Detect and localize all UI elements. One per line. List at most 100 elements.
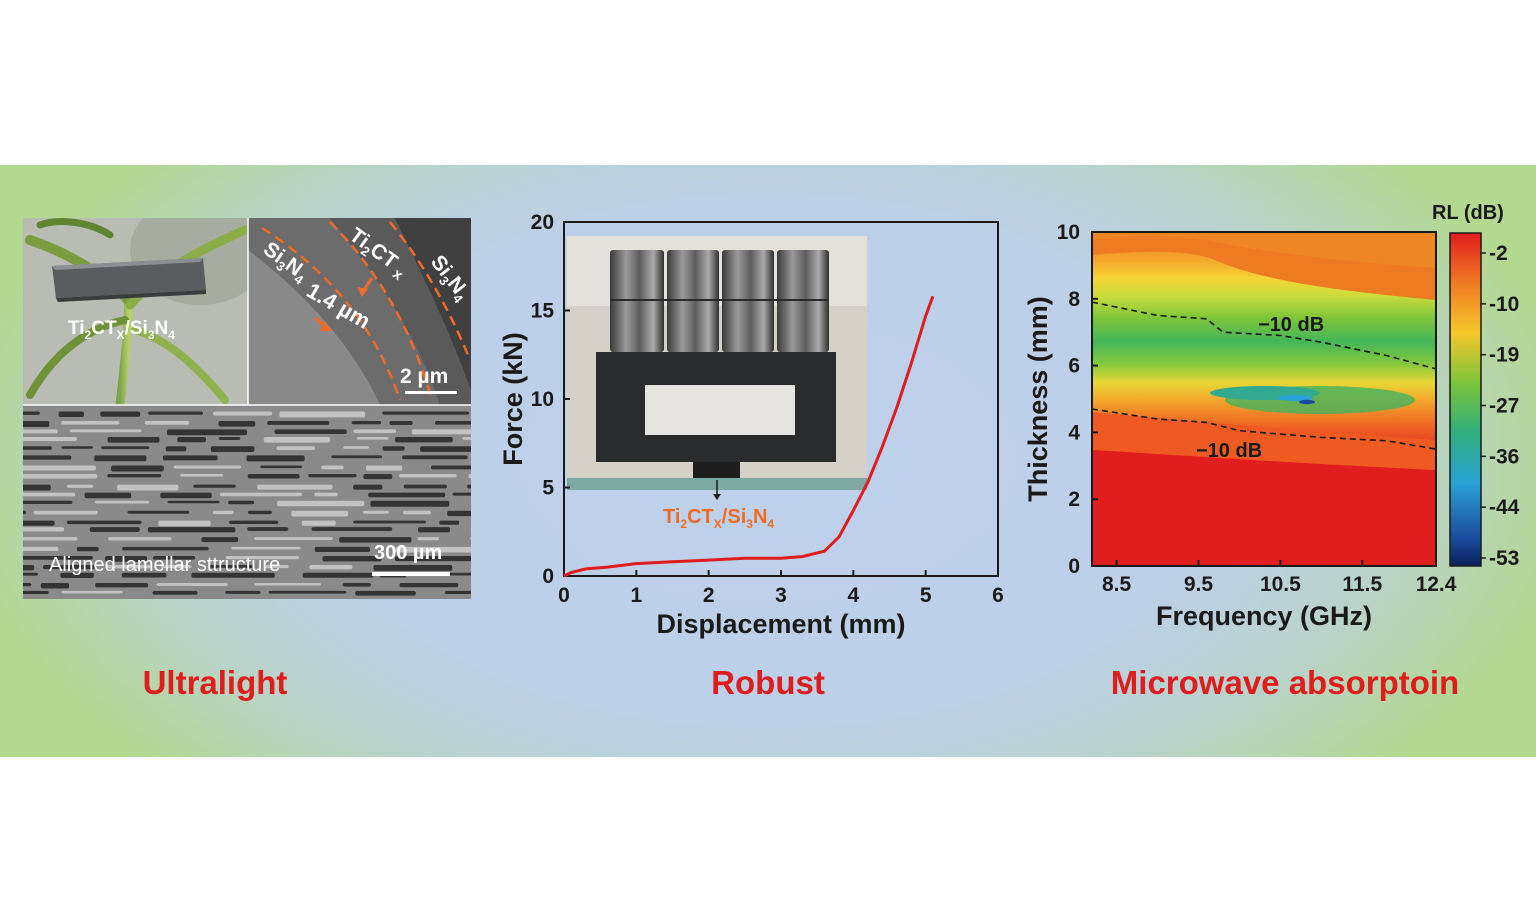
lamella-stripe [23,455,72,460]
lamella-stripe [84,492,132,499]
lamella-stripe [177,601,244,607]
lamella-stripe [382,411,470,415]
robust-title: Robust [711,664,825,701]
interface-line-3 [389,221,471,361]
lamella-stripe [467,484,471,489]
inset-sample-label: Ti2CTX/Si3N4 [663,506,774,531]
lamella-stripe [89,527,140,533]
colorbar-tick-label: -19 [1489,344,1519,367]
lamella-stripe [212,411,273,416]
lamella-stripe [165,446,187,452]
lamella-stripe [306,601,386,605]
lamella-stripe [260,465,303,469]
lamella-stripe [148,411,204,415]
lamella-stripe [58,411,85,418]
contour-label-lower: −10 dB [1196,440,1262,462]
lamella-stripe [363,474,393,480]
lamella-stripe [152,556,196,560]
x-tick-label: 10.5 [1260,573,1301,596]
lamella-stripe [201,537,239,543]
lamella-stripe [395,437,453,443]
arrow-head-top [357,287,368,297]
lamella-stripe [23,492,76,497]
lamella-stripe [69,429,142,433]
lamella-stripe [263,565,289,569]
x-tick-label: 3 [775,584,787,607]
lamella-stripe [23,565,35,571]
lamella-stripe [152,590,198,595]
lamellar-caption: Aligned lamellar sttructure [49,554,280,576]
sample-label: Ti2CTX/Si3N4 [68,318,175,342]
compression-setup-photo: Ti2CTX/Si3N4 [567,236,867,531]
y-tick-label: 8 [1068,288,1080,311]
lamella-stripe [166,429,247,436]
lamella-stripe [167,500,220,504]
lamella-stripe [257,484,333,490]
lamella-stripe [100,411,141,417]
minus10db-contours [1092,301,1436,450]
lamella-stripe [60,572,94,579]
y-tick-label: 0 [542,565,554,588]
lamella-stripe [321,465,344,470]
lamella-stripe [23,546,59,551]
lamellar-scale-bar [372,572,450,576]
lamella-stripe [301,520,336,526]
lamella-stripe [23,500,73,504]
colorbar: RL (dB) -2 -10 -19 -27 -36 -44 -53 [1432,202,1520,570]
lamella-stripe [439,520,460,525]
lamella-stripe [225,590,261,594]
lamella-stripe [418,527,450,533]
x-tick-label: 4 [847,584,859,607]
colorbar-tick-label: -44 [1489,496,1520,519]
lamella-stripe [403,484,447,489]
lamella-stripe [247,527,289,531]
lamella-stripe [431,465,471,470]
lamella-stripe [351,421,382,425]
lamella-stripe [462,437,471,440]
lamellar-scale-label: 300 µm [374,542,442,564]
lamella-stripe [231,546,301,550]
lamella-stripe [420,446,471,452]
lamella-stripe [61,421,120,425]
lamella-stripe [342,582,371,587]
lamella-stripe [417,537,439,541]
lamella-stripe [399,474,457,478]
lamella-stripe [444,590,471,595]
lamella-stripe [111,465,164,472]
lamella-stripe [23,537,78,541]
lamella-stripe [470,528,471,531]
lamella-stripe [23,484,51,491]
lamella-stripe [67,484,94,488]
x-tick-label: 9.5 [1184,573,1214,596]
lamella-stripe [160,492,212,499]
contour-line [1092,301,1436,370]
lamella-stripe [209,565,254,568]
lamella-stripe [23,429,58,434]
lamella-stripe [147,527,236,533]
sample-under-load [693,462,740,478]
microwave-absorption-title: Microwave absorptoin [1111,664,1459,701]
lamella-stripe [247,510,272,515]
lamella-stripe [121,572,167,578]
lamella-stripe [158,520,211,527]
lamella-stripe [108,537,172,541]
contour-label-upper: −10 dB [1258,314,1324,336]
lamella-stripe [23,446,53,450]
lamella-stripe [23,465,96,471]
lamella-stripe [366,465,403,471]
sem-cross-section: Ti2CTx Si3N4 Si3N4 1.4 µm 2 µm [248,218,471,405]
lamella-stripe [219,492,303,497]
lamella-stripe [23,582,32,587]
lamella-stripe [127,510,190,514]
sem-scale-label: 2 µm [400,365,448,388]
lamella-stripe [447,510,471,517]
arrow-head-bottom [320,321,332,331]
colorbar-tick-label: -27 [1489,395,1519,418]
lamella-stripe [246,455,305,462]
lamella-stripe [23,437,77,442]
lamella-stripe [411,429,471,435]
lamella-stripe [314,492,338,497]
force-curve [563,295,935,578]
lamella-stripe [339,537,412,543]
rl-map-axes: 8.5 9.5 10.5 11.5 12.4 0 2 4 6 8 10 Frequency (GHz)… [1023,221,1457,631]
